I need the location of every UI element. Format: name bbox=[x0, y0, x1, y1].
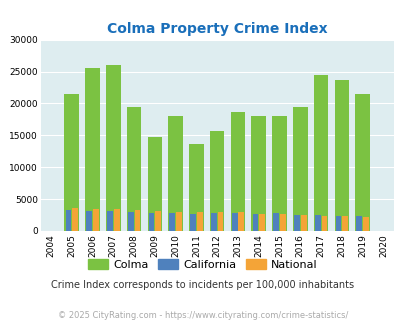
Bar bbox=[155, 211, 161, 231]
Bar bbox=[128, 212, 133, 231]
Bar bbox=[64, 94, 79, 231]
Bar bbox=[313, 75, 328, 231]
Bar bbox=[334, 80, 348, 231]
Bar bbox=[238, 213, 244, 231]
Bar bbox=[189, 144, 203, 231]
Bar bbox=[196, 213, 202, 231]
Bar bbox=[106, 65, 120, 231]
Text: © 2025 CityRating.com - https://www.cityrating.com/crime-statistics/: © 2025 CityRating.com - https://www.city… bbox=[58, 311, 347, 320]
Bar bbox=[72, 208, 78, 231]
Bar bbox=[217, 213, 223, 231]
Bar bbox=[211, 213, 216, 231]
Bar bbox=[272, 115, 286, 231]
Bar bbox=[273, 213, 279, 231]
Bar bbox=[93, 209, 98, 231]
Bar bbox=[126, 107, 141, 231]
Bar bbox=[321, 216, 326, 231]
Bar bbox=[113, 209, 119, 231]
Bar bbox=[85, 68, 100, 231]
Bar bbox=[335, 216, 341, 231]
Bar bbox=[169, 213, 175, 231]
Bar bbox=[230, 112, 245, 231]
Bar bbox=[292, 107, 307, 231]
Bar bbox=[314, 215, 320, 231]
Bar bbox=[356, 216, 361, 231]
Bar bbox=[354, 94, 369, 231]
Bar bbox=[134, 210, 140, 231]
Bar bbox=[362, 217, 368, 231]
Bar bbox=[147, 137, 162, 231]
Bar bbox=[148, 213, 154, 231]
Bar bbox=[231, 213, 237, 231]
Title: Colma Property Crime Index: Colma Property Crime Index bbox=[107, 22, 327, 36]
Bar bbox=[176, 212, 181, 231]
Bar bbox=[251, 115, 265, 231]
Bar bbox=[86, 211, 92, 231]
Bar bbox=[190, 214, 196, 231]
Bar bbox=[300, 215, 306, 231]
Bar bbox=[168, 116, 183, 231]
Bar bbox=[209, 131, 224, 231]
Legend: Colma, California, National: Colma, California, National bbox=[83, 255, 322, 274]
Bar bbox=[65, 210, 71, 231]
Bar bbox=[293, 215, 299, 231]
Text: Crime Index corresponds to incidents per 100,000 inhabitants: Crime Index corresponds to incidents per… bbox=[51, 280, 354, 290]
Bar bbox=[341, 216, 347, 231]
Bar bbox=[252, 214, 258, 231]
Bar bbox=[279, 214, 285, 231]
Bar bbox=[258, 214, 264, 231]
Bar bbox=[107, 211, 113, 231]
